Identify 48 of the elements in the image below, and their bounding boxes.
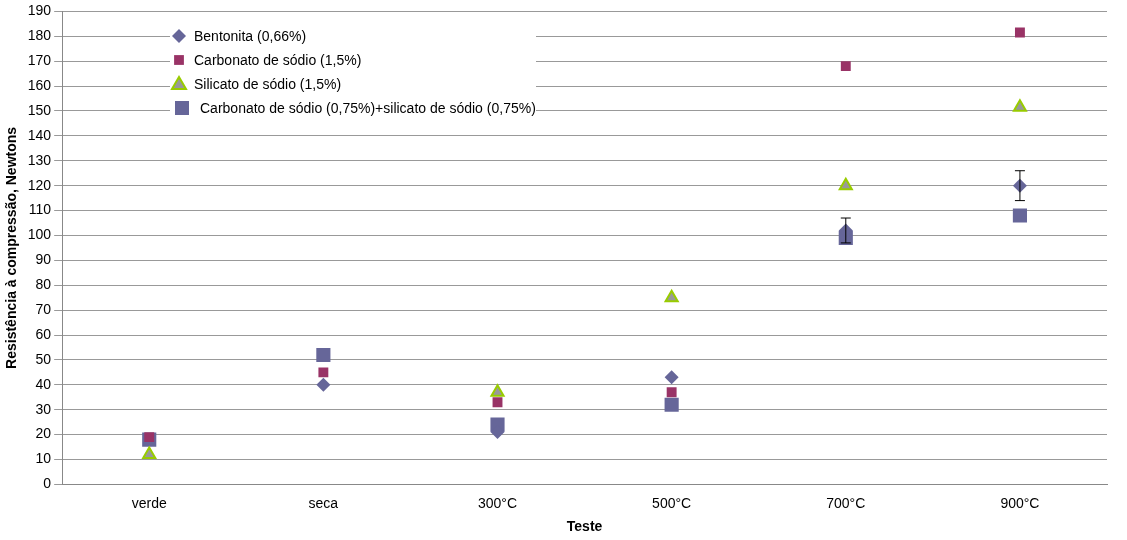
y-tick-label: 180	[27, 27, 52, 44]
y-tick-label: 70	[35, 301, 52, 317]
legend-label: Silicato de sódio (1,5%)	[194, 75, 342, 94]
point	[1012, 99, 1027, 112]
x-tick-label: 700°C	[826, 494, 866, 511]
legend-label: Carbonato de sódio (1,5%)	[194, 51, 362, 70]
legend-label: Bentonita (0,66%)	[194, 27, 307, 46]
point	[666, 387, 677, 398]
point	[664, 370, 679, 385]
y-tick-label: 110	[28, 201, 52, 218]
point	[492, 397, 503, 408]
y-tick-label: 20	[35, 425, 52, 442]
y-tick-label: 140	[27, 126, 52, 143]
x-tick-label: seca	[308, 494, 339, 511]
point	[838, 177, 853, 191]
y-tick-label: 60	[35, 325, 52, 342]
x-tick-label: 500°C	[652, 494, 692, 511]
legend-label: Carbonato de sódio (0,75%)+silicato de sódio (0,75%)	[200, 99, 536, 118]
point	[490, 384, 505, 397]
y-tick-label: 50	[35, 350, 52, 367]
point	[664, 289, 679, 303]
point	[144, 432, 155, 443]
y-tick-label: 120	[27, 176, 52, 193]
y-tick-label: 30	[35, 400, 52, 417]
y-tick-label: 80	[35, 276, 52, 293]
point	[840, 61, 851, 72]
x-tick-label: 900°C	[1000, 494, 1040, 511]
x-tick-label: verde	[131, 494, 167, 511]
y-tick-label: 150	[27, 101, 52, 118]
y-tick-label: 90	[35, 251, 52, 268]
y-tick-label: 40	[35, 375, 52, 392]
y-tick-label: 100	[27, 226, 52, 243]
y-tick-label: 130	[27, 151, 52, 168]
point	[1012, 208, 1027, 223]
point	[142, 446, 157, 460]
x-axis-title: Teste	[566, 518, 603, 535]
point	[316, 347, 331, 363]
y-tick-label: 0	[43, 475, 52, 492]
y-tick-label: 170	[27, 52, 52, 69]
y-tick-label: 190	[27, 2, 52, 19]
y-axis-title: Resistência à compressão, Newtons	[3, 126, 20, 369]
point	[1014, 27, 1025, 38]
y-tick-label: 10	[35, 450, 52, 467]
y-tick-label: 160	[27, 76, 52, 93]
x-tick-label: 300°C	[477, 494, 518, 511]
point	[316, 377, 331, 392]
point	[318, 367, 329, 378]
point	[664, 397, 679, 412]
